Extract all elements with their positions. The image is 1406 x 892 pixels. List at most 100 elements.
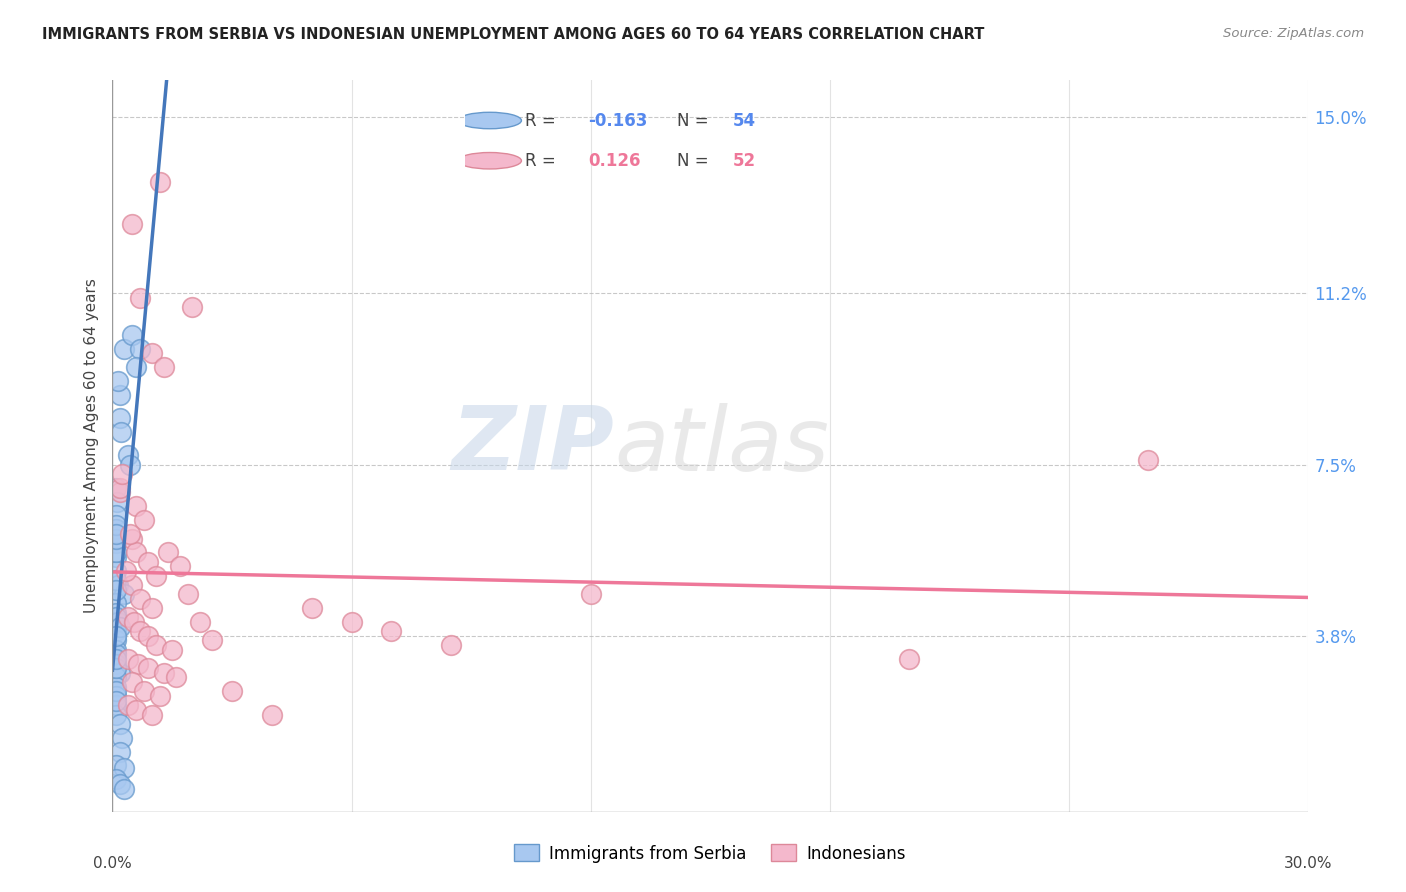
- Point: [105, 606, 128, 620]
- Point: [105, 522, 128, 536]
- Point: [120, 458, 142, 472]
- Point: [898, 652, 921, 666]
- Point: [149, 689, 172, 703]
- Point: [114, 781, 135, 796]
- Point: [260, 707, 283, 722]
- Text: IMMIGRANTS FROM SERBIA VS INDONESIAN UNEMPLOYMENT AMONG AGES 60 TO 64 YEARS CORR: IMMIGRANTS FROM SERBIA VS INDONESIAN UNE…: [42, 27, 984, 42]
- Point: [105, 633, 128, 648]
- Point: [1137, 453, 1160, 467]
- Text: ZIP: ZIP: [451, 402, 614, 490]
- Text: atlas: atlas: [614, 403, 830, 489]
- Point: [110, 777, 132, 791]
- Point: [141, 346, 163, 360]
- Point: [105, 689, 128, 703]
- Point: [105, 536, 128, 550]
- Point: [440, 638, 463, 652]
- Point: [105, 652, 128, 666]
- Point: [105, 550, 128, 565]
- Point: [107, 578, 129, 592]
- Point: [105, 707, 128, 722]
- Point: [114, 342, 135, 356]
- Point: [301, 601, 323, 615]
- Point: [169, 559, 191, 574]
- Point: [153, 665, 176, 680]
- Point: [105, 596, 128, 610]
- Point: [105, 494, 128, 508]
- Point: [107, 374, 129, 388]
- Point: [110, 485, 132, 500]
- Point: [177, 587, 200, 601]
- Point: [117, 652, 139, 666]
- Point: [221, 684, 243, 698]
- Point: [105, 698, 128, 713]
- Point: [134, 513, 156, 527]
- Legend: Immigrants from Serbia, Indonesians: Immigrants from Serbia, Indonesians: [508, 838, 912, 869]
- Point: [105, 661, 128, 675]
- Point: [125, 360, 148, 375]
- Point: [125, 499, 148, 513]
- Point: [105, 610, 128, 624]
- Point: [110, 716, 132, 731]
- Text: 30.0%: 30.0%: [1284, 855, 1331, 871]
- Point: [129, 591, 152, 606]
- Point: [141, 601, 163, 615]
- Point: [145, 568, 167, 582]
- Point: [127, 657, 149, 671]
- Point: [138, 629, 160, 643]
- Point: [105, 629, 128, 643]
- Point: [141, 707, 163, 722]
- Text: 0.0%: 0.0%: [93, 855, 132, 871]
- Point: [120, 527, 142, 541]
- Point: [157, 545, 180, 559]
- Point: [105, 670, 128, 684]
- Point: [110, 745, 132, 759]
- Point: [153, 360, 176, 375]
- Point: [121, 217, 143, 231]
- Point: [117, 698, 139, 713]
- Point: [579, 587, 602, 601]
- Point: [105, 657, 128, 671]
- Point: [105, 527, 128, 541]
- Point: [105, 508, 128, 523]
- Point: [117, 448, 139, 462]
- Point: [129, 291, 152, 305]
- Point: [105, 517, 128, 532]
- Point: [121, 578, 143, 592]
- Point: [188, 615, 211, 629]
- Point: [125, 545, 148, 559]
- Point: [108, 411, 131, 425]
- Point: [105, 772, 128, 787]
- Point: [111, 467, 134, 481]
- Point: [162, 642, 183, 657]
- Point: [105, 545, 128, 559]
- Point: [201, 633, 224, 648]
- Point: [165, 670, 187, 684]
- Point: [110, 665, 132, 680]
- Point: [110, 388, 132, 402]
- Point: [121, 532, 143, 546]
- Point: [115, 564, 138, 578]
- Point: [149, 175, 172, 189]
- Point: [105, 574, 128, 588]
- Point: [129, 624, 152, 639]
- Y-axis label: Unemployment Among Ages 60 to 64 years: Unemployment Among Ages 60 to 64 years: [83, 278, 98, 614]
- Point: [129, 342, 152, 356]
- Point: [110, 425, 132, 439]
- Point: [111, 731, 134, 745]
- Point: [181, 300, 204, 314]
- Point: [105, 624, 128, 639]
- Point: [138, 661, 160, 675]
- Point: [114, 761, 135, 775]
- Point: [124, 615, 146, 629]
- Point: [105, 680, 128, 694]
- Point: [105, 532, 128, 546]
- Point: [117, 610, 139, 624]
- Text: Source: ZipAtlas.com: Source: ZipAtlas.com: [1223, 27, 1364, 40]
- Point: [108, 481, 131, 495]
- Point: [138, 555, 160, 569]
- Point: [114, 587, 135, 601]
- Point: [121, 675, 143, 690]
- Point: [125, 703, 148, 717]
- Point: [107, 615, 129, 629]
- Point: [340, 615, 363, 629]
